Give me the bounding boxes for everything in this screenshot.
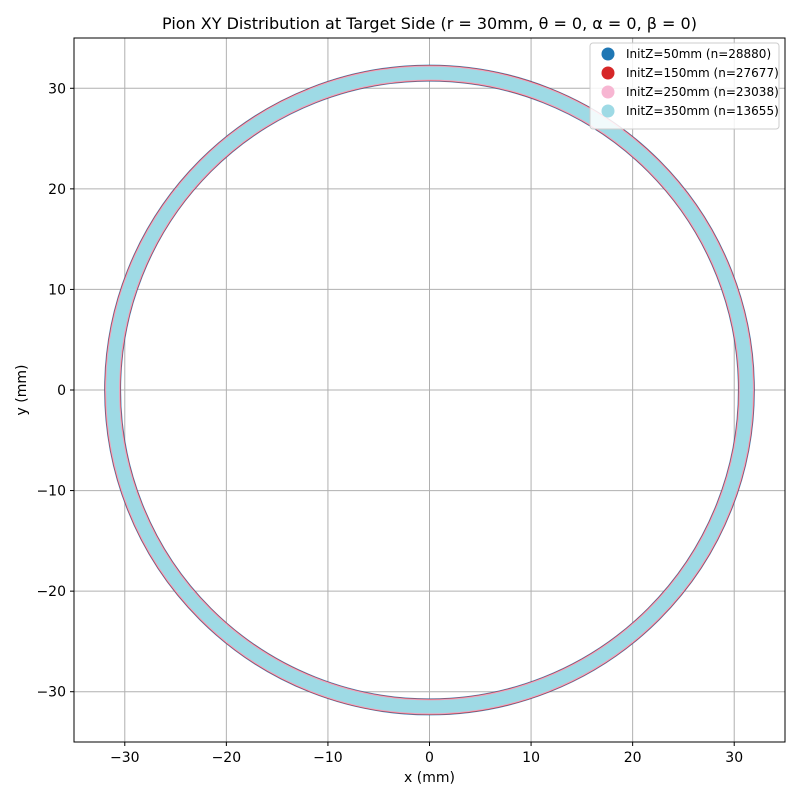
x-tick-label: −10 [313,750,343,766]
x-tick-label: 30 [725,750,743,766]
legend-marker [601,66,615,80]
x-tick-label: 20 [624,750,642,766]
y-tick-label: 20 [48,182,66,198]
scatter-series-ring [106,66,753,714]
legend-entry: InitZ=50mm (n=28880) [626,47,771,61]
legend: InitZ=50mm (n=28880) InitZ=150mm (n=27677… [589,42,780,130]
x-axis-label: x (mm) [404,770,455,786]
y-tick-label: −20 [36,584,66,600]
legend-box [589,42,780,130]
y-tick-label: −30 [36,685,66,701]
y-tick-label: 0 [57,383,66,399]
legend-marker [601,104,615,118]
x-tick-label: −30 [110,750,140,766]
legend-marker [601,85,615,99]
legend-entry: InitZ=350mm (n=13655) [626,104,779,118]
y-tick-label: 30 [48,81,66,97]
x-tick-label: −20 [212,750,242,766]
y-tick-label: −10 [36,484,66,500]
tick-layer: −30 −20 −10 0 10 20 30 −30 −20 −10 0 10 20 30 [36,81,743,766]
data-layer [104,64,755,716]
legend-entry: InitZ=150mm (n=27677) [626,66,779,80]
chart-title: Pion XY Distribution at Target Side (r =… [162,14,697,33]
y-axis-label: y (mm) [14,365,30,416]
legend-entry: InitZ=250mm (n=23038) [626,85,779,99]
x-tick-label: 0 [425,750,434,766]
legend-marker [601,47,615,61]
y-tick-label: 10 [48,282,66,298]
x-tick-label: 10 [522,750,540,766]
